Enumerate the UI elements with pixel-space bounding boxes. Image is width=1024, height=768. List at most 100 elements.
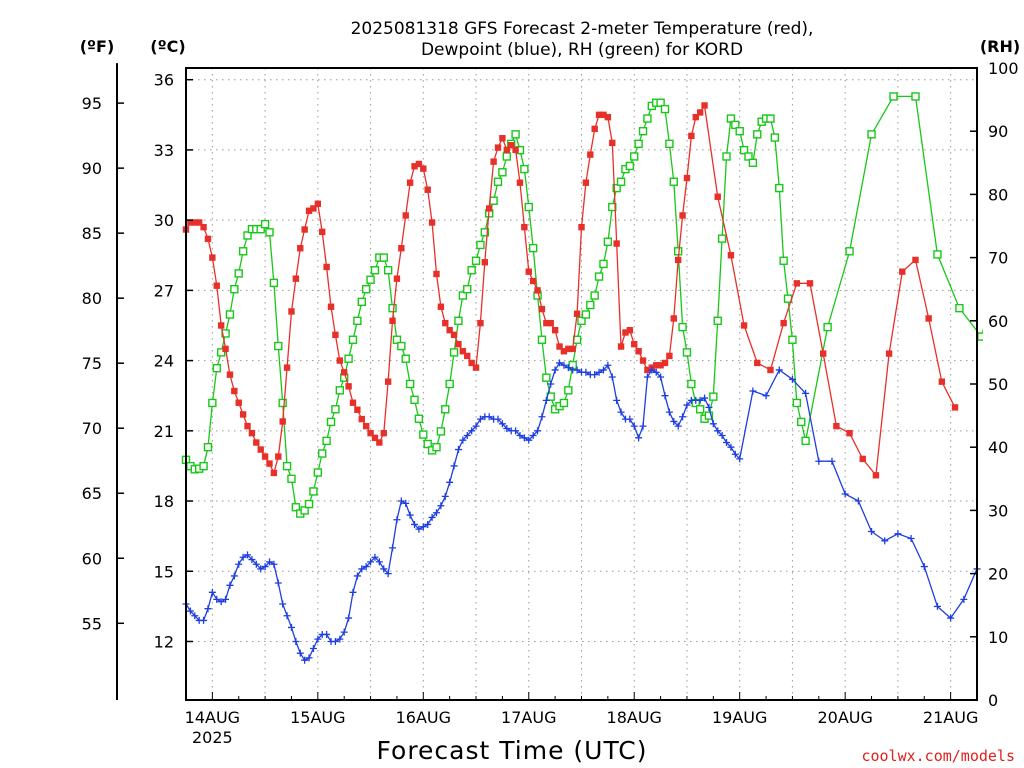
temperature-point	[780, 319, 787, 327]
plot-frame	[185, 67, 978, 701]
dewpoint-point	[520, 434, 528, 442]
rh-point	[586, 300, 595, 310]
dewpoint-point	[375, 558, 383, 566]
temperature-point	[314, 200, 322, 207]
temperature-point	[512, 146, 519, 154]
rh-point	[643, 114, 652, 123]
temperature-point	[833, 422, 840, 430]
dewpoint-point	[670, 417, 678, 425]
rh-point	[265, 228, 274, 237]
dewpoint-point	[314, 635, 322, 643]
temperature-point	[195, 219, 203, 226]
temperature-point	[499, 135, 506, 142]
rh-point	[318, 449, 327, 458]
temperature-point	[279, 418, 286, 425]
rh-tick-label: 40	[988, 438, 1008, 457]
temperature-point	[455, 341, 462, 348]
dewpoint-point	[213, 595, 221, 603]
rh-point	[225, 310, 235, 319]
celsius-axis-label: (ºC)	[150, 37, 185, 56]
temperature-point	[683, 174, 691, 182]
dewpoint-point	[534, 427, 542, 435]
rh-point	[678, 322, 687, 332]
temperature-point	[560, 348, 568, 355]
temperature-point	[266, 460, 273, 467]
temperature-point	[631, 341, 638, 348]
rh-point	[775, 183, 784, 193]
fahrenheit-tick-label: 65	[82, 484, 102, 503]
dewpoint-point	[406, 511, 414, 519]
dewpoint-point	[217, 598, 225, 606]
x-tick-label: 20AUG	[817, 708, 872, 727]
temperature-point	[819, 350, 827, 357]
celsius-tick-label: 24	[154, 352, 174, 371]
temperature-point	[653, 362, 660, 369]
rh-axis-label: (RH)	[980, 37, 1020, 56]
rh-point	[441, 405, 450, 414]
dewpoint-point	[617, 408, 625, 416]
rh-point	[977, 332, 983, 341]
temperature-point	[204, 235, 212, 243]
rh-point	[401, 354, 410, 363]
rh-point	[889, 92, 898, 101]
temperature-point	[239, 411, 247, 418]
dewpoint-point	[639, 422, 647, 430]
rh-point	[322, 436, 331, 446]
rh-point	[731, 120, 740, 130]
dewpoint-point	[775, 366, 783, 374]
temperature-point	[635, 348, 642, 355]
temperature-point	[446, 326, 453, 334]
temperature-point	[714, 193, 721, 200]
temperature-point	[406, 179, 414, 186]
temperature-point	[433, 270, 440, 278]
dewpoint-point	[881, 537, 889, 545]
dewpoint-point	[674, 422, 682, 430]
rh-point	[564, 386, 573, 395]
rh-point	[709, 392, 718, 401]
dewpoint-point	[208, 588, 216, 596]
celsius-tick-label: 18	[154, 492, 174, 511]
rh-point	[392, 335, 402, 344]
dewpoint-point	[358, 565, 366, 573]
rh-point	[502, 152, 511, 161]
temperature-point	[222, 345, 229, 353]
dewpoint-point	[248, 556, 256, 564]
temperature-point	[899, 268, 906, 275]
celsius-tick-label: 33	[154, 141, 174, 160]
dewpoint-point	[362, 563, 370, 571]
dewpoint-point	[380, 565, 388, 573]
rh-point	[357, 297, 366, 307]
rh-point	[630, 152, 639, 161]
temperature-point	[767, 366, 774, 374]
dewpoint-point	[336, 635, 344, 643]
celsius-tick-label: 36	[154, 71, 174, 90]
dewpoint-point	[446, 478, 454, 486]
fahrenheit-tick-label: 95	[82, 94, 102, 113]
temperature-point	[543, 319, 550, 327]
dewpoint-point	[591, 371, 599, 379]
temperature-point	[613, 240, 620, 247]
dewpoint-point	[345, 614, 353, 622]
rh-point	[779, 256, 788, 265]
rh-point	[436, 427, 446, 436]
dewpoint-point	[476, 415, 484, 423]
dewpoint-point	[718, 431, 726, 439]
temperature-point	[692, 113, 699, 121]
dewpoint-point	[630, 422, 638, 430]
temperature-point	[275, 453, 282, 460]
temperature-point	[494, 144, 502, 151]
dewpoint-point	[679, 413, 687, 421]
dewpoint-point	[428, 513, 436, 521]
dewpoint-point	[424, 520, 432, 528]
rh-point	[845, 247, 854, 256]
temperature-point	[503, 146, 510, 154]
rh-point	[313, 468, 323, 477]
temperature-point	[367, 429, 374, 437]
temperature-point	[428, 219, 436, 226]
rh-point	[234, 269, 243, 278]
rh-point	[704, 411, 714, 420]
dewpoint-point	[265, 558, 273, 566]
temperature-point	[661, 359, 669, 367]
grid-lines	[186, 68, 977, 700]
